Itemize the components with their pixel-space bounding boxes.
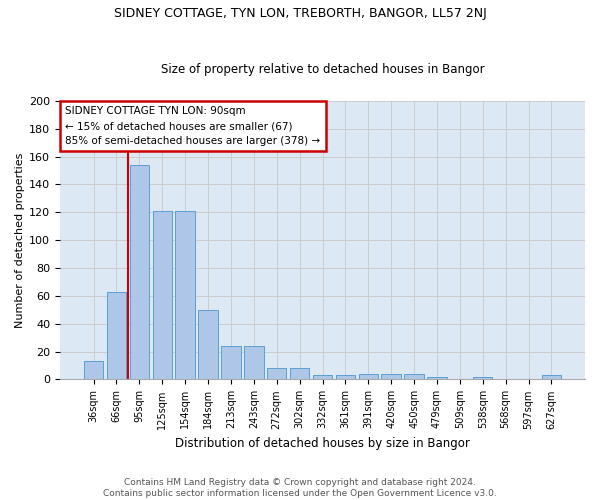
Bar (199, 310, 218, 380)
Text: SIDNEY COTTAGE, TYN LON, TREBORTH, BANGOR, LL57 2NJ: SIDNEY COTTAGE, TYN LON, TREBORTH, BANGO… (113, 8, 487, 20)
Bar (244, 346, 263, 380)
Bar (427, 376, 446, 380)
Bar (313, 376, 332, 380)
Bar (382, 374, 401, 380)
Bar (542, 376, 561, 380)
Bar (473, 376, 493, 380)
Bar (335, 376, 355, 380)
X-axis label: Distribution of detached houses by size in Bangor: Distribution of detached houses by size … (175, 437, 470, 450)
Title: Size of property relative to detached houses in Bangor: Size of property relative to detached ho… (161, 63, 484, 76)
Bar (107, 292, 126, 380)
Y-axis label: Number of detached properties: Number of detached properties (15, 152, 25, 328)
Text: Contains HM Land Registry data © Crown copyright and database right 2024.
Contai: Contains HM Land Registry data © Crown c… (103, 478, 497, 498)
Bar (84, 362, 103, 380)
Bar (221, 346, 241, 380)
Bar (152, 211, 172, 380)
Bar (404, 374, 424, 380)
Bar (130, 165, 149, 380)
Bar (267, 368, 286, 380)
Text: SIDNEY COTTAGE TYN LON: 90sqm
← 15% of detached houses are smaller (67)
85% of s: SIDNEY COTTAGE TYN LON: 90sqm ← 15% of d… (65, 106, 320, 146)
Bar (359, 374, 378, 380)
Bar (290, 368, 310, 380)
Bar (175, 211, 195, 380)
